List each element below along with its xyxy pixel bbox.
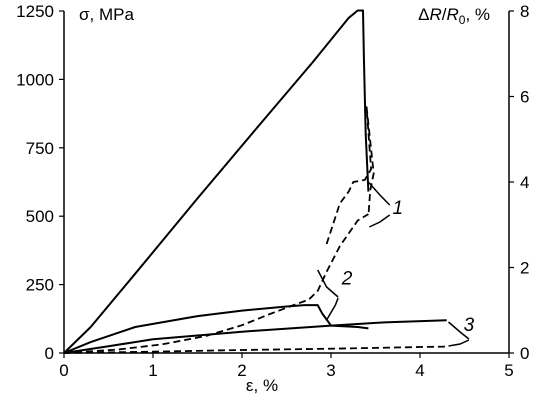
x-tick-label: 5 — [504, 361, 513, 380]
y-right-tick-label: 8 — [520, 2, 529, 21]
y-left-axis-title: σ, MPa — [79, 5, 134, 24]
series-line-resistance-3 — [63, 345, 447, 354]
callout-leader — [325, 297, 339, 321]
callout-leader — [367, 181, 391, 206]
x-tick-label: 1 — [148, 361, 157, 380]
curve-label-1: 1 — [392, 198, 403, 219]
x-tick-label: 0 — [59, 361, 68, 380]
y-right-tick-label: 4 — [520, 173, 529, 192]
series-line-stress-1 — [63, 9, 370, 354]
callout-leader — [368, 214, 391, 228]
curve-label-2: 2 — [341, 269, 353, 290]
callout-leader — [317, 269, 339, 298]
series-line-stress-3 — [63, 319, 447, 354]
x-tick-label: 4 — [415, 361, 424, 380]
y-right-tick-label: 0 — [520, 344, 529, 363]
y-right-tick-label: 6 — [520, 88, 529, 107]
series-line-resistance-1 — [325, 106, 375, 245]
y-left-tick-label: 1000 — [16, 70, 54, 89]
series-line-resistance-2 — [63, 213, 369, 354]
data-series — [63, 9, 447, 354]
y-left-tick-label: 500 — [26, 207, 54, 226]
y-right-axis-title: ΔR/R0, % — [418, 5, 490, 27]
callouts: 1 2 3 — [317, 181, 475, 347]
y-right-tick-label: 2 — [520, 259, 529, 278]
x-tick-label: 2 — [237, 361, 246, 380]
callout-leader — [448, 339, 470, 347]
y-left-tick-label: 1250 — [16, 2, 54, 21]
y-left-tick-label: 750 — [26, 139, 54, 158]
x-tick-label: 3 — [326, 361, 335, 380]
curve-label-3: 3 — [464, 315, 475, 336]
ticks — [59, 10, 514, 358]
axes — [63, 11, 510, 354]
x-axis-title: ε, % — [246, 376, 278, 395]
y-left-tick-label: 0 — [45, 344, 54, 363]
callout-leader — [448, 321, 470, 340]
y-left-tick-label: 250 — [26, 276, 54, 295]
